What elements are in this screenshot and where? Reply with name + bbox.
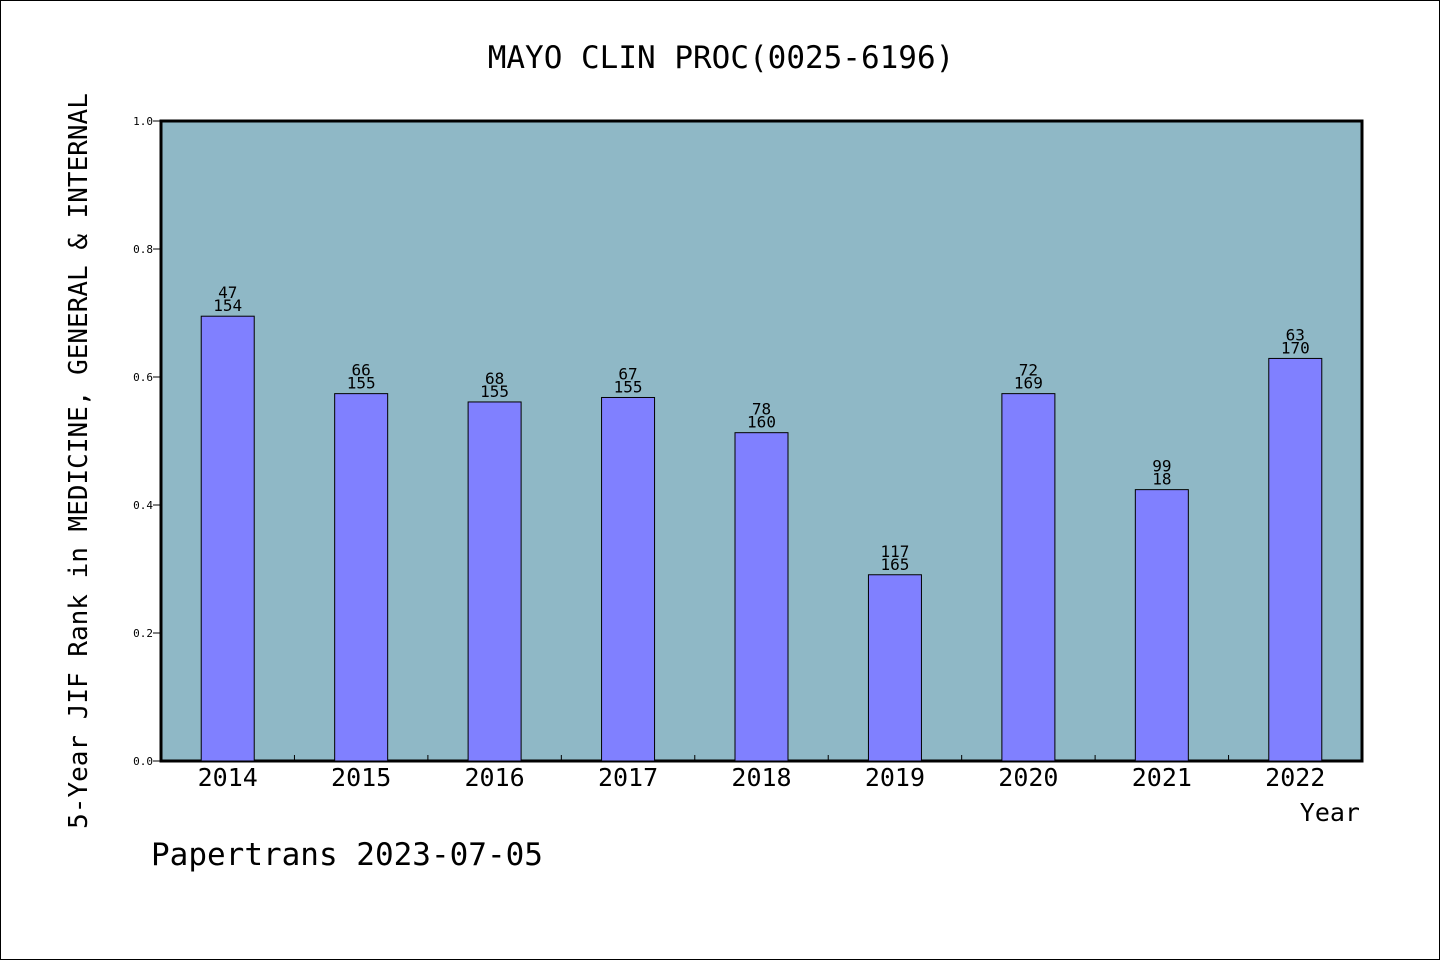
bar-label-top-2017: 67: [618, 364, 637, 383]
y-tick-label: 0.0: [133, 755, 153, 768]
bar-2017: [601, 396, 656, 762]
bar-label-top-2022: 63: [1286, 325, 1305, 344]
bar-label-top-2018: 78: [752, 400, 771, 419]
chart-title: MAYO CLIN PROC(0025-6196): [488, 40, 955, 76]
bar-label-bottom-2022: 170: [1281, 338, 1310, 357]
bar-2021: [1134, 489, 1189, 762]
bar-label-bottom-2019: 165: [880, 555, 909, 574]
bar-label-top-2019: 117: [880, 542, 909, 561]
bar-2014: [200, 315, 255, 762]
x-tick-label-2022: 2022: [1265, 763, 1325, 792]
bar-label-bottom-2016: 155: [480, 382, 509, 401]
bar-2022: [1268, 357, 1323, 762]
bar-label-top-2020: 72: [1019, 361, 1038, 380]
y-tick-label: 0.8: [133, 243, 153, 256]
bar-label-top-2015: 66: [352, 361, 371, 380]
y-tick-label: 0.2: [133, 627, 153, 640]
x-tick-label-2016: 2016: [465, 763, 525, 792]
x-tick-label-2020: 2020: [998, 763, 1058, 792]
bar-2019: [867, 574, 922, 762]
bar-label-top-2021: 99: [1152, 457, 1171, 476]
bar-2020: [1001, 393, 1056, 762]
bar-label-bottom-2021: 18: [1152, 470, 1171, 489]
x-tick-label-2018: 2018: [731, 763, 791, 792]
bar-label-bottom-2015: 155: [347, 374, 376, 393]
x-tick-label-2014: 2014: [198, 763, 258, 792]
bar-2016: [467, 401, 522, 762]
bar-label-bottom-2017: 155: [614, 377, 643, 396]
footer-credit: Papertrans 2023-07-05: [151, 837, 543, 873]
y-tick-label: 0.4: [133, 499, 153, 512]
bar-label-top-2016: 68: [485, 369, 504, 388]
x-ticks: 2014 2015 2016 2017 2018 2019 2020 2021 2022: [198, 755, 1325, 792]
y-axis-label: 5-Year JIF Rank in MEDICINE, GENERAL & I…: [64, 93, 94, 829]
bar-label-bottom-2020: 169: [1014, 374, 1043, 393]
x-tick-label-2021: 2021: [1132, 763, 1192, 792]
bar-2018: [734, 432, 789, 762]
y-tick-label: 0.6: [133, 371, 153, 384]
x-axis-label: Year: [1300, 798, 1360, 827]
bar-label-top-2014: 47: [218, 283, 237, 302]
y-tick-label: 1.0: [133, 115, 153, 128]
y-ticks: 0.0 0.2 0.4 0.6 0.8 1.0: [133, 115, 161, 768]
x-tick-label-2015: 2015: [331, 763, 391, 792]
bar-label-bottom-2014: 154: [213, 296, 242, 315]
bar-label-bottom-2018: 160: [747, 413, 776, 432]
bar-2015: [334, 393, 389, 762]
x-tick-label-2019: 2019: [865, 763, 925, 792]
x-tick-label-2017: 2017: [598, 763, 658, 792]
